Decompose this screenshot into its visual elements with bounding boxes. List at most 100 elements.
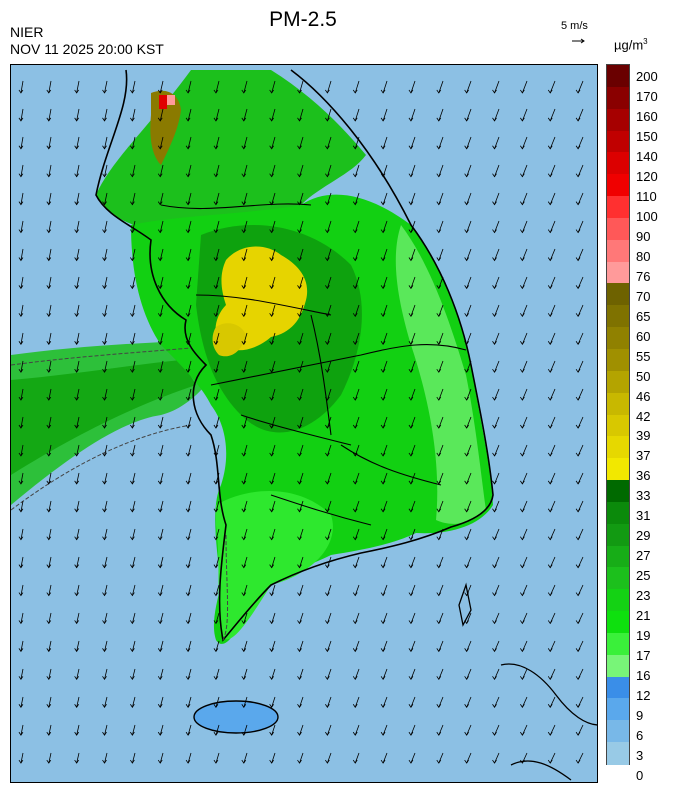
wind-arrow-head xyxy=(297,285,302,290)
wind-arrow xyxy=(382,416,388,429)
wind-arrow xyxy=(299,444,304,457)
wind-arrow-head xyxy=(102,704,107,708)
legend-color-cell xyxy=(607,305,629,328)
wind-arrow xyxy=(271,332,276,345)
wind-arrow xyxy=(76,248,80,261)
pm25-map[interactable] xyxy=(10,64,598,783)
wind-arrow xyxy=(577,136,584,149)
wind-arrow-head xyxy=(575,89,581,94)
wind-arrow-head xyxy=(46,508,52,513)
wind-arrow-head xyxy=(185,704,191,708)
wind-arrow xyxy=(326,332,332,345)
wind-arrow xyxy=(20,220,24,233)
wind-arrow-head xyxy=(74,145,79,150)
wind-arrow-head xyxy=(325,229,330,234)
wind-arrow xyxy=(104,584,108,596)
wind-arrow xyxy=(131,360,136,373)
wind-arrow xyxy=(243,668,248,680)
legend-level-label: 50 xyxy=(636,368,651,384)
legend-color-cell xyxy=(607,196,629,219)
wind-arrow xyxy=(131,136,136,149)
wind-arrow xyxy=(243,752,248,764)
wind-arrow xyxy=(494,248,500,261)
legend-color-cell xyxy=(607,130,629,153)
wind-arrow xyxy=(243,696,248,708)
wind-arrow xyxy=(494,136,500,149)
wind-arrow-head xyxy=(157,620,163,625)
wind-arrow xyxy=(243,80,248,94)
legend-level-label: 19 xyxy=(636,628,651,644)
wind-arrow xyxy=(215,584,220,596)
wind-arrow xyxy=(159,360,164,373)
wind-arrow-head xyxy=(520,508,525,513)
wind-arrow-head xyxy=(157,341,163,345)
wind-arrow-head xyxy=(269,313,274,318)
wind-arrow xyxy=(271,640,276,652)
wind-arrow-head xyxy=(185,313,191,318)
wind-arrow xyxy=(410,80,416,94)
wind-arrow-head xyxy=(46,257,52,262)
wind-arrow-head xyxy=(213,285,219,290)
wind-arrow xyxy=(354,444,360,457)
wind-arrow xyxy=(438,164,444,177)
wind-arrow xyxy=(326,108,332,121)
wind-arrow-head xyxy=(46,229,52,234)
wind-arrow-head xyxy=(408,508,414,513)
wind-arrow xyxy=(48,360,52,373)
wind-arrow xyxy=(187,500,192,512)
wind-arrow-head xyxy=(102,229,107,234)
wind-arrow-head xyxy=(352,676,358,681)
wind-arrow-head xyxy=(157,145,163,150)
wind-arrow-head xyxy=(18,620,24,625)
wind-arrow xyxy=(299,696,304,708)
legend-level-label: 76 xyxy=(636,268,651,284)
wind-arrow xyxy=(382,164,388,177)
wind-arrow-head xyxy=(297,452,302,457)
wind-arrow-head xyxy=(436,676,442,681)
wind-arrow xyxy=(215,556,220,568)
wind-arrow-head xyxy=(325,285,330,290)
wind-arrow-head xyxy=(380,620,386,625)
wind-arrow-head xyxy=(213,145,219,150)
wind-arrow-head xyxy=(380,341,386,345)
wind-arrow-head xyxy=(297,704,302,708)
wind-arrow-head xyxy=(547,592,553,597)
wind-arrow xyxy=(131,416,136,429)
wind-arrow xyxy=(354,164,360,177)
wind-arrow-head xyxy=(520,89,525,94)
wind-arrow-head xyxy=(352,368,358,373)
wind-arrow xyxy=(187,444,192,457)
wind-arrow xyxy=(243,192,248,205)
wind-arrow-head xyxy=(130,592,135,597)
wind-arrow-head xyxy=(102,173,107,178)
wind-arrow-head xyxy=(464,648,469,653)
wind-arrow-head xyxy=(547,704,553,708)
wind-arrow xyxy=(299,164,304,177)
wind-arrow xyxy=(76,752,80,764)
wind-arrow-head xyxy=(185,145,191,150)
unit-label: µg/m3 xyxy=(614,37,648,52)
wind-arrow xyxy=(20,360,24,373)
legend-color-cell xyxy=(607,392,629,415)
wind-arrow-head xyxy=(325,564,330,569)
wind-arrow xyxy=(382,360,388,373)
wind-arrow-head xyxy=(297,536,302,541)
wind-arrow-head xyxy=(436,257,442,262)
wind-arrow xyxy=(159,472,164,484)
wind-arrow-head xyxy=(18,285,24,290)
wind-arrow-head xyxy=(575,117,581,122)
wind-arrow-head xyxy=(130,731,135,736)
wind-arrow-head xyxy=(547,201,553,206)
wind-arrow xyxy=(48,80,52,94)
wind-arrow xyxy=(521,80,528,94)
wind-arrow xyxy=(243,276,248,289)
wind-arrow xyxy=(326,304,332,317)
wind-arrow-head xyxy=(213,89,219,94)
wind-arrow-head xyxy=(380,117,386,122)
legend-level-label: 16 xyxy=(636,668,651,684)
wind-arrow-head xyxy=(547,117,553,122)
wind-arrow-head xyxy=(297,145,302,150)
wind-arrow xyxy=(326,472,332,484)
wind-arrow xyxy=(466,220,472,233)
wind-arrow-head xyxy=(18,759,24,764)
